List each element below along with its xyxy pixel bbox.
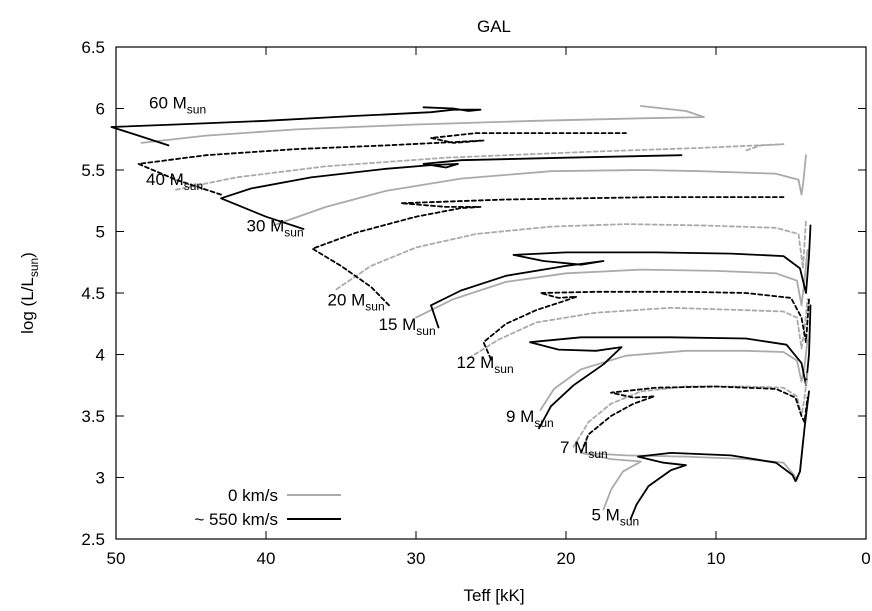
legend-label-fast: ~ 550 km/s [194,510,278,529]
series-line-12msun-fast [482,290,810,361]
y-tick-label: 4.5 [81,284,105,303]
mass-label-60m: 60 Msun [149,94,206,117]
legend: 0 km/s ~ 550 km/s [194,486,341,529]
x-tick-label: 50 [107,549,126,568]
series-line-7msun-slow [572,372,809,448]
series-line-30msun-fast [220,154,683,230]
series-line-5msun-fast [629,390,810,521]
axis-ticks: 50 40 30 20 10 0 2.5 3 3.5 4 4.5 5 5.5 6 6.5 [81,38,870,568]
legend-label-slow: 0 km/s [228,486,278,505]
series-line-15msun-slow [415,249,809,319]
mass-label-12m: 12 Msun [457,353,514,376]
chart-title: GAL [477,17,511,36]
mass-label-40m: 40 Msun [146,170,203,193]
x-tick-label: 40 [257,549,276,568]
x-tick-label: 20 [557,549,576,568]
series-line-12msun-slow [467,298,809,360]
x-tick-label: 30 [407,549,426,568]
y-axis-label-end: ) [18,252,37,258]
series-lines [110,105,812,521]
series-line-60msun-slow [140,105,705,144]
mass-label-20m: 20 Msun [328,290,385,313]
y-axis-label-main: log (L/L [18,277,37,334]
series-line-30msun-slow [272,154,807,227]
series-line-40msun-fast [137,132,627,196]
x-tick-label: 10 [707,549,726,568]
series-line-20msun-fast [311,196,785,307]
y-tick-label: 3.5 [81,407,105,426]
y-tick-label: 5 [96,223,105,242]
mass-label-7m: 7 Msun [560,438,608,461]
y-axis-label: log (L/Lsun) [18,252,41,334]
y-tick-label: 4 [96,346,105,365]
y-tick-label: 5.5 [81,161,105,180]
series-line-7msun-fast [580,385,809,454]
y-axis-label-sub: sun [27,258,41,277]
series-line-15msun-fast [430,224,812,329]
series-line-9msun-slow [539,338,809,411]
mass-label-30m: 30 Msun [247,217,304,240]
series-line-9msun-fast [529,304,812,430]
x-axis-label: Teff [kK] [463,586,524,605]
mass-label-5m: 5 Msun [592,506,640,529]
series-line-5msun-slow [580,439,804,511]
y-tick-label: 6.5 [81,38,105,57]
mass-label-9m: 9 Msun [506,407,554,430]
y-tick-label: 6 [96,100,105,119]
series-line-60msun-fast [110,106,482,147]
mass-label-15m: 15 Msun [379,315,436,338]
y-tick-label: 2.5 [81,530,105,549]
series-line-40msun-slow [175,143,785,191]
y-tick-label: 3 [96,469,105,488]
series-line-20msun-slow [335,218,807,291]
x-tick-label: 0 [861,549,870,568]
